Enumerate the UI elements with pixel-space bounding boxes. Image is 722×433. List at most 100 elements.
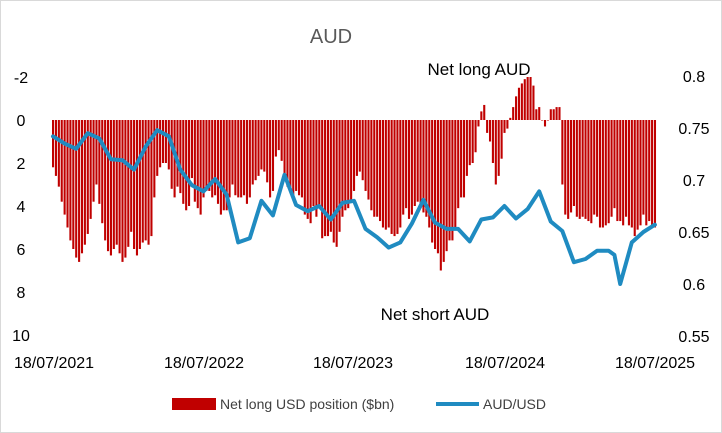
left-tick-label: 2: [17, 156, 26, 173]
left-tick-label: 0: [17, 113, 26, 130]
bar: [390, 120, 393, 234]
bar: [318, 120, 321, 209]
bar: [474, 120, 477, 153]
bar: [558, 107, 561, 120]
bar: [581, 120, 584, 217]
bar: [80, 120, 84, 254]
bar: [373, 120, 376, 217]
legend: Net long USD position ($bn) AUD/USD: [172, 396, 546, 412]
bar: [274, 120, 277, 157]
bar: [561, 120, 564, 185]
bar: [419, 120, 422, 209]
bar: [176, 120, 179, 187]
bar: [630, 120, 633, 228]
bar: [254, 120, 257, 181]
bar: [72, 120, 75, 249]
bar: [245, 120, 248, 204]
bar: [384, 120, 387, 230]
bar: [225, 120, 228, 211]
right-tick-label: 0.75: [678, 121, 709, 138]
bar: [240, 120, 243, 198]
bar: [439, 120, 442, 271]
bar: [104, 120, 107, 241]
bar: [182, 120, 185, 204]
bar: [89, 120, 92, 219]
bar: [179, 120, 182, 194]
bar: [106, 120, 110, 252]
bar: [546, 120, 549, 121]
bar: [399, 120, 402, 228]
bar: [161, 120, 165, 163]
right-tick-label: 0.8: [683, 69, 705, 86]
x-tick-label: 18/07/2023: [313, 355, 393, 372]
bar: [153, 120, 156, 198]
bar: [639, 120, 642, 226]
bar: [57, 120, 60, 187]
bar: [350, 120, 353, 202]
bar: [645, 120, 648, 226]
bar: [381, 120, 385, 228]
bar: [214, 120, 217, 196]
bar: [92, 120, 95, 202]
chart-title: AUD: [310, 26, 352, 48]
annotation-net-short: Net short AUD: [381, 305, 490, 324]
right-axis-ticks: 0.8 0.75 0.7 0.65 0.6 0.55: [678, 69, 709, 346]
bar: [300, 120, 303, 198]
bar: [627, 120, 630, 226]
bar: [193, 120, 196, 202]
bar: [370, 120, 373, 211]
bar: [448, 120, 451, 241]
x-axis-ticks: 18/07/2021 18/07/2022 18/07/2023 18/07/2024…: [14, 355, 695, 372]
bar: [651, 120, 654, 226]
bar: [428, 120, 431, 228]
bar: [289, 120, 292, 189]
bar: [63, 120, 66, 215]
bar-series: [52, 77, 657, 271]
bar: [352, 120, 356, 191]
bar: [567, 120, 570, 219]
bar: [410, 120, 413, 215]
bar: [526, 77, 529, 120]
bar: [144, 120, 147, 241]
bar: [376, 120, 379, 217]
bar: [607, 120, 610, 224]
bar: [303, 120, 306, 215]
bar: [150, 120, 153, 237]
bar: [156, 120, 159, 176]
bar: [98, 120, 101, 204]
bar: [248, 120, 251, 198]
legend-bar-label: Net long USD position ($bn): [220, 396, 394, 412]
bar: [112, 120, 115, 249]
bar: [147, 120, 150, 245]
bar: [292, 120, 295, 196]
bar: [338, 120, 341, 232]
bar: [619, 120, 622, 222]
right-tick-label: 0.6: [683, 277, 705, 294]
bar: [642, 120, 645, 215]
bar: [460, 120, 463, 198]
bar: [60, 120, 63, 202]
bar: [219, 120, 222, 215]
bar: [170, 120, 173, 189]
bar: [222, 120, 225, 211]
bar: [584, 120, 587, 219]
right-tick-label: 0.7: [683, 173, 705, 190]
bar: [124, 120, 127, 258]
bar: [321, 120, 324, 239]
bar: [616, 120, 619, 222]
bar: [257, 120, 260, 176]
bar: [653, 120, 657, 228]
bar: [598, 120, 602, 228]
bar: [69, 120, 72, 241]
bar: [355, 120, 358, 176]
bar: [190, 120, 194, 179]
bar: [387, 120, 390, 228]
bar: [413, 120, 416, 206]
bar: [208, 120, 211, 191]
bar: [228, 120, 231, 198]
left-tick-label: 10: [12, 328, 30, 345]
bar: [610, 120, 613, 217]
bar: [483, 104, 486, 120]
